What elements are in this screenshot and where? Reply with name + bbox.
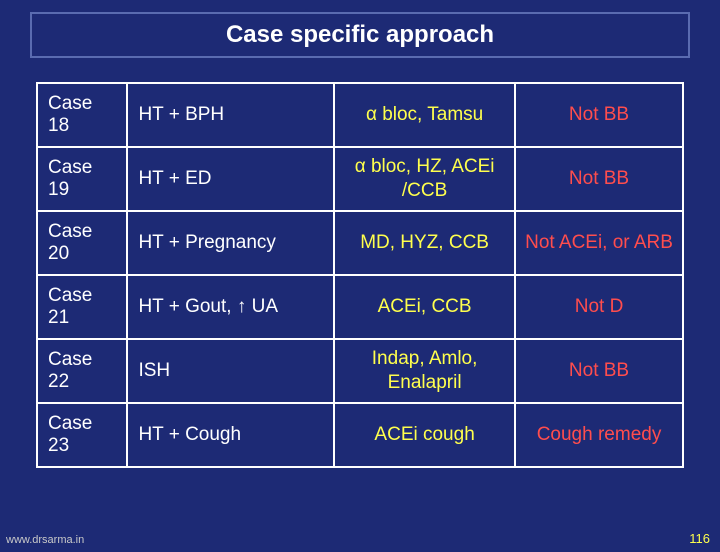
table-row: Case 19 HT + ED α bloc, HZ, ACEi /CCB No… bbox=[37, 147, 683, 211]
preferred-cell: ACEi cough bbox=[334, 403, 515, 467]
preferred-cell: MD, HYZ, CCB bbox=[334, 211, 515, 275]
table-row: Case 22 ISH Indap, Amlo, Enalapril Not B… bbox=[37, 339, 683, 403]
case-cell: Case 23 bbox=[37, 403, 127, 467]
preferred-cell: α bloc, Tamsu bbox=[334, 83, 515, 147]
preferred-cell: Indap, Amlo, Enalapril bbox=[334, 339, 515, 403]
title-bar: Case specific approach bbox=[30, 12, 690, 58]
avoid-cell: Not BB bbox=[515, 83, 683, 147]
preferred-cell: α bloc, HZ, ACEi /CCB bbox=[334, 147, 515, 211]
table-row: Case 18 HT + BPH α bloc, Tamsu Not BB bbox=[37, 83, 683, 147]
condition-cell: HT + BPH bbox=[127, 83, 334, 147]
case-cell: Case 22 bbox=[37, 339, 127, 403]
case-cell: Case 20 bbox=[37, 211, 127, 275]
avoid-cell: Not D bbox=[515, 275, 683, 339]
condition-cell: HT + ED bbox=[127, 147, 334, 211]
case-cell: Case 18 bbox=[37, 83, 127, 147]
avoid-cell: Not ACEi, or ARB bbox=[515, 211, 683, 275]
case-table: Case 18 HT + BPH α bloc, Tamsu Not BB Ca… bbox=[36, 82, 684, 468]
condition-cell: ISH bbox=[127, 339, 334, 403]
condition-cell: HT + Gout, ↑ UA bbox=[127, 275, 334, 339]
table-row: Case 21 HT + Gout, ↑ UA ACEi, CCB Not D bbox=[37, 275, 683, 339]
page-title: Case specific approach bbox=[226, 21, 494, 49]
footer-page-number: 116 bbox=[689, 531, 710, 546]
table-row: Case 23 HT + Cough ACEi cough Cough reme… bbox=[37, 403, 683, 467]
preferred-cell: ACEi, CCB bbox=[334, 275, 515, 339]
table-row: Case 20 HT + Pregnancy MD, HYZ, CCB Not … bbox=[37, 211, 683, 275]
avoid-cell: Not BB bbox=[515, 147, 683, 211]
case-cell: Case 19 bbox=[37, 147, 127, 211]
condition-cell: HT + Cough bbox=[127, 403, 334, 467]
case-cell: Case 21 bbox=[37, 275, 127, 339]
avoid-cell: Not BB bbox=[515, 339, 683, 403]
case-table-wrap: Case 18 HT + BPH α bloc, Tamsu Not BB Ca… bbox=[36, 82, 684, 468]
condition-cell: HT + Pregnancy bbox=[127, 211, 334, 275]
avoid-cell: Cough remedy bbox=[515, 403, 683, 467]
footer-url: www.drsarma.in bbox=[6, 534, 84, 546]
